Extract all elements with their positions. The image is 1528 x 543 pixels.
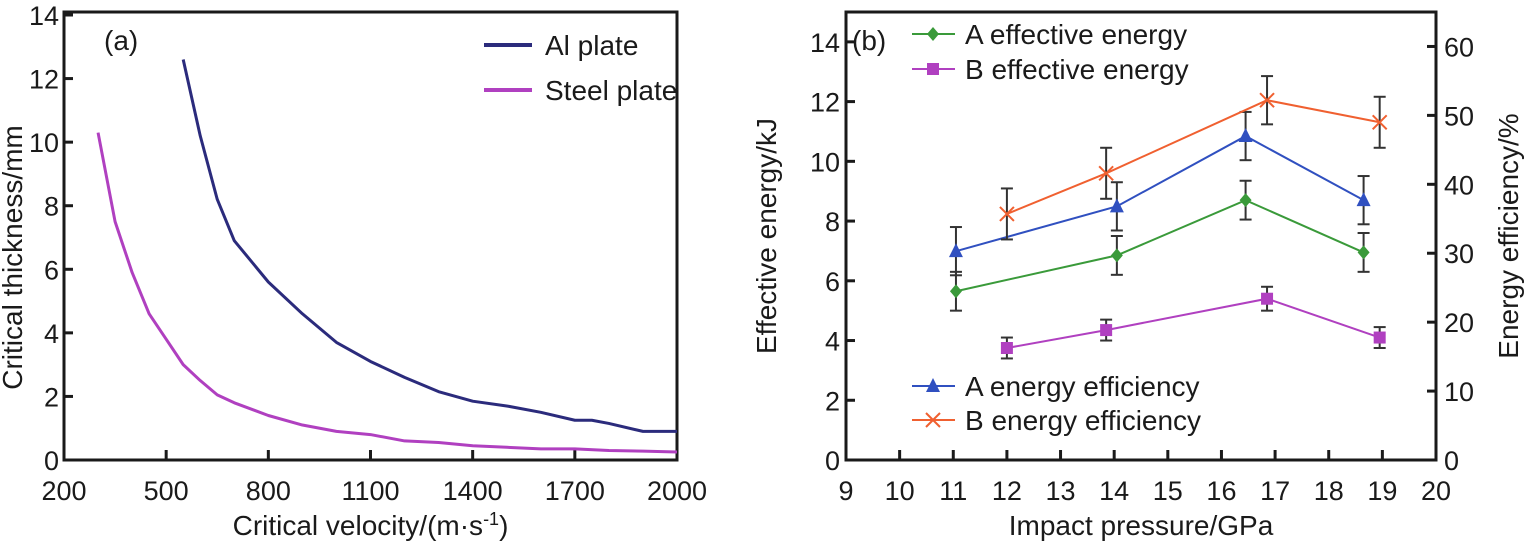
x-tick-label: 500 [144,476,189,506]
y-tick-label: 8 [825,207,840,237]
x-marker [1371,114,1388,130]
triangle-marker [948,243,963,258]
x-tick-label: 16 [1206,476,1236,506]
series-a-energy-efficiency [948,110,1371,277]
square-marker [1373,331,1386,344]
x-marker-stroke [1371,114,1388,130]
x-tick-label: 1100 [341,476,399,506]
x-marker [925,412,941,428]
triangle-marker [926,378,940,392]
diamond-marker [949,284,962,299]
y-tick-label: 0 [44,446,59,476]
panel-a: 200 500 800 1100 1400 1700 2000 0 2 4 6 8 10 12 14 Crit… [0,1,707,541]
y-tick-label: 14 [810,28,840,58]
x-tick-label: 15 [1153,476,1183,506]
y-tick-label: 4 [44,319,59,349]
triangle-marker [1356,192,1371,207]
y-axis-label: Critical thickness/mm [0,125,28,389]
y-tick-label: 10 [810,147,840,177]
y-tick-label: 2 [825,386,840,416]
y-tick-label: 6 [825,267,840,297]
y-tick-label: 2 [44,382,59,412]
x-tick-label: 20 [1421,476,1451,506]
series-b-effective-energy [1000,285,1386,360]
legend-label: A effective energy [965,19,1187,50]
x-tick-label: 17 [1260,476,1290,506]
panel-label: (b) [852,25,886,56]
x-axis-label: Impact pressure/GPa [1009,510,1274,541]
x-tick-label: 9 [838,476,853,506]
panel-label: (a) [104,25,138,56]
x-marker [1098,165,1114,181]
legend-label: B energy efficiency [965,405,1201,436]
x-axis-label: Critical velocity/(m·s-1) [233,509,509,541]
series-line [1006,99,1380,215]
legend-label: B effective energy [965,54,1189,85]
diamond-marker [1110,248,1123,263]
x-marker-stroke [1259,92,1275,108]
x-marker-stroke [999,206,1015,222]
square-marker [927,63,939,75]
x-marker-stroke [925,412,941,428]
series-line-al-plate [181,59,677,433]
right-y-axis-label: Energy efficiency/% [1493,113,1524,358]
y-tick-label: 14 [29,1,59,31]
x-marker-stroke [1098,165,1114,181]
series-a-effective-energy [949,179,1370,312]
x-tick-label: 1400 [443,476,503,506]
diamond-marker [927,27,939,41]
series-line [955,199,1364,293]
x-tick-label: 1700 [545,476,605,506]
right-y-tick-label: 10 [1444,377,1474,407]
right-y-tick-label: 50 [1444,101,1474,131]
y-axis-label: Effective energy/kJ [751,118,782,354]
y-tick-label: 0 [825,446,840,476]
plot-frame [844,10,1438,462]
diamond-marker [1239,193,1252,208]
right-y-tick-label: 60 [1444,32,1474,62]
y-tick-label: 6 [44,255,59,285]
square-marker [1261,292,1274,305]
x-tick-label: 11 [939,476,967,506]
right-y-tick-label: 30 [1444,239,1474,269]
y-tick-label: 10 [29,128,59,158]
series-line-steel-plate [96,132,678,454]
x-tick-label: 12 [992,476,1022,506]
x-tick-label: 2000 [647,476,707,506]
x-tick-label: 800 [246,476,291,506]
x-tick-label: 18 [1314,476,1344,506]
y-tick-label: 12 [810,88,840,118]
legend-label: Steel plate [545,75,677,106]
square-marker [1100,324,1113,337]
series-line [1006,297,1381,349]
right-y-tick-label: 20 [1444,308,1474,338]
series-line [955,134,1365,253]
series-b-energy-efficiency [999,75,1388,241]
x-tick-label: 19 [1367,476,1397,506]
right-y-tick-label: 40 [1444,170,1474,200]
x-tick-label: 200 [41,476,86,506]
y-tick-label: 8 [44,192,59,222]
diamond-marker [1357,245,1370,260]
legend-label: Al plate [545,30,638,61]
x-tick-label: 14 [1099,476,1129,506]
triangle-marker [1238,128,1253,143]
y-tick-label: 4 [825,327,840,357]
x-tick-label: 13 [1046,476,1076,506]
square-marker [1000,342,1013,354]
right-y-tick-label: 0 [1444,446,1459,476]
y-tick-label: 12 [29,65,59,95]
triangle-marker [1109,198,1124,213]
x-tick-label: 10 [885,476,915,506]
x-marker [999,206,1015,222]
panel-b: 9 10 11 12 13 14 15 16 17 18 19 2002468101214010203… [751,10,1524,541]
x-marker [1259,92,1275,108]
legend-label: A energy efficiency [965,371,1200,402]
